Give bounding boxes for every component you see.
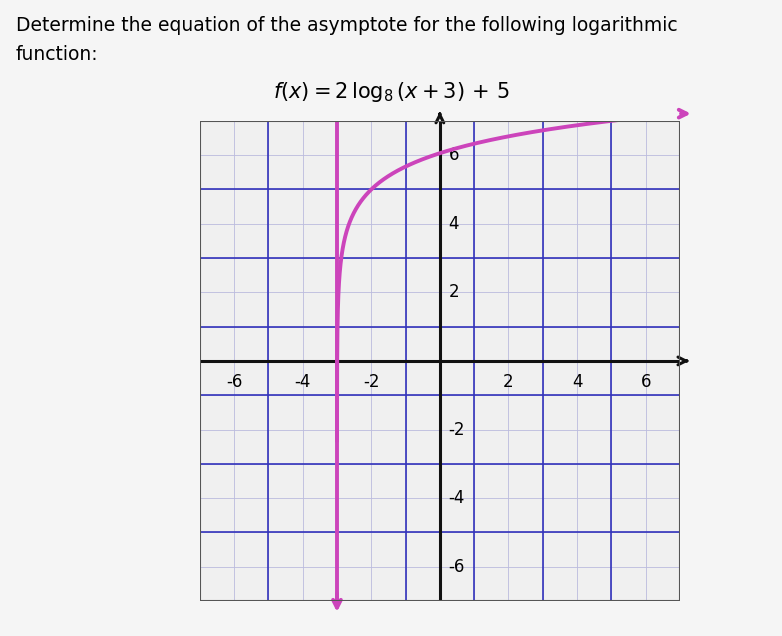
Text: Determine the equation of the asymptote for the following logarithmic: Determine the equation of the asymptote … bbox=[16, 16, 677, 35]
Text: function:: function: bbox=[16, 45, 99, 64]
Text: 2: 2 bbox=[503, 373, 514, 391]
Text: -4: -4 bbox=[295, 373, 311, 391]
Text: 4: 4 bbox=[448, 215, 459, 233]
Text: -2: -2 bbox=[448, 420, 465, 439]
Text: $f(x) = 2\,\mathrm{log}_{8}\,(x + 3)\,+\,5$: $f(x) = 2\,\mathrm{log}_{8}\,(x + 3)\,+\… bbox=[273, 80, 509, 104]
Text: -4: -4 bbox=[448, 489, 465, 507]
Text: 6: 6 bbox=[640, 373, 651, 391]
Text: 6: 6 bbox=[448, 146, 459, 164]
Text: -6: -6 bbox=[226, 373, 242, 391]
Text: -2: -2 bbox=[363, 373, 379, 391]
Text: 2: 2 bbox=[448, 283, 459, 301]
Text: 4: 4 bbox=[572, 373, 583, 391]
Text: -6: -6 bbox=[448, 558, 465, 576]
